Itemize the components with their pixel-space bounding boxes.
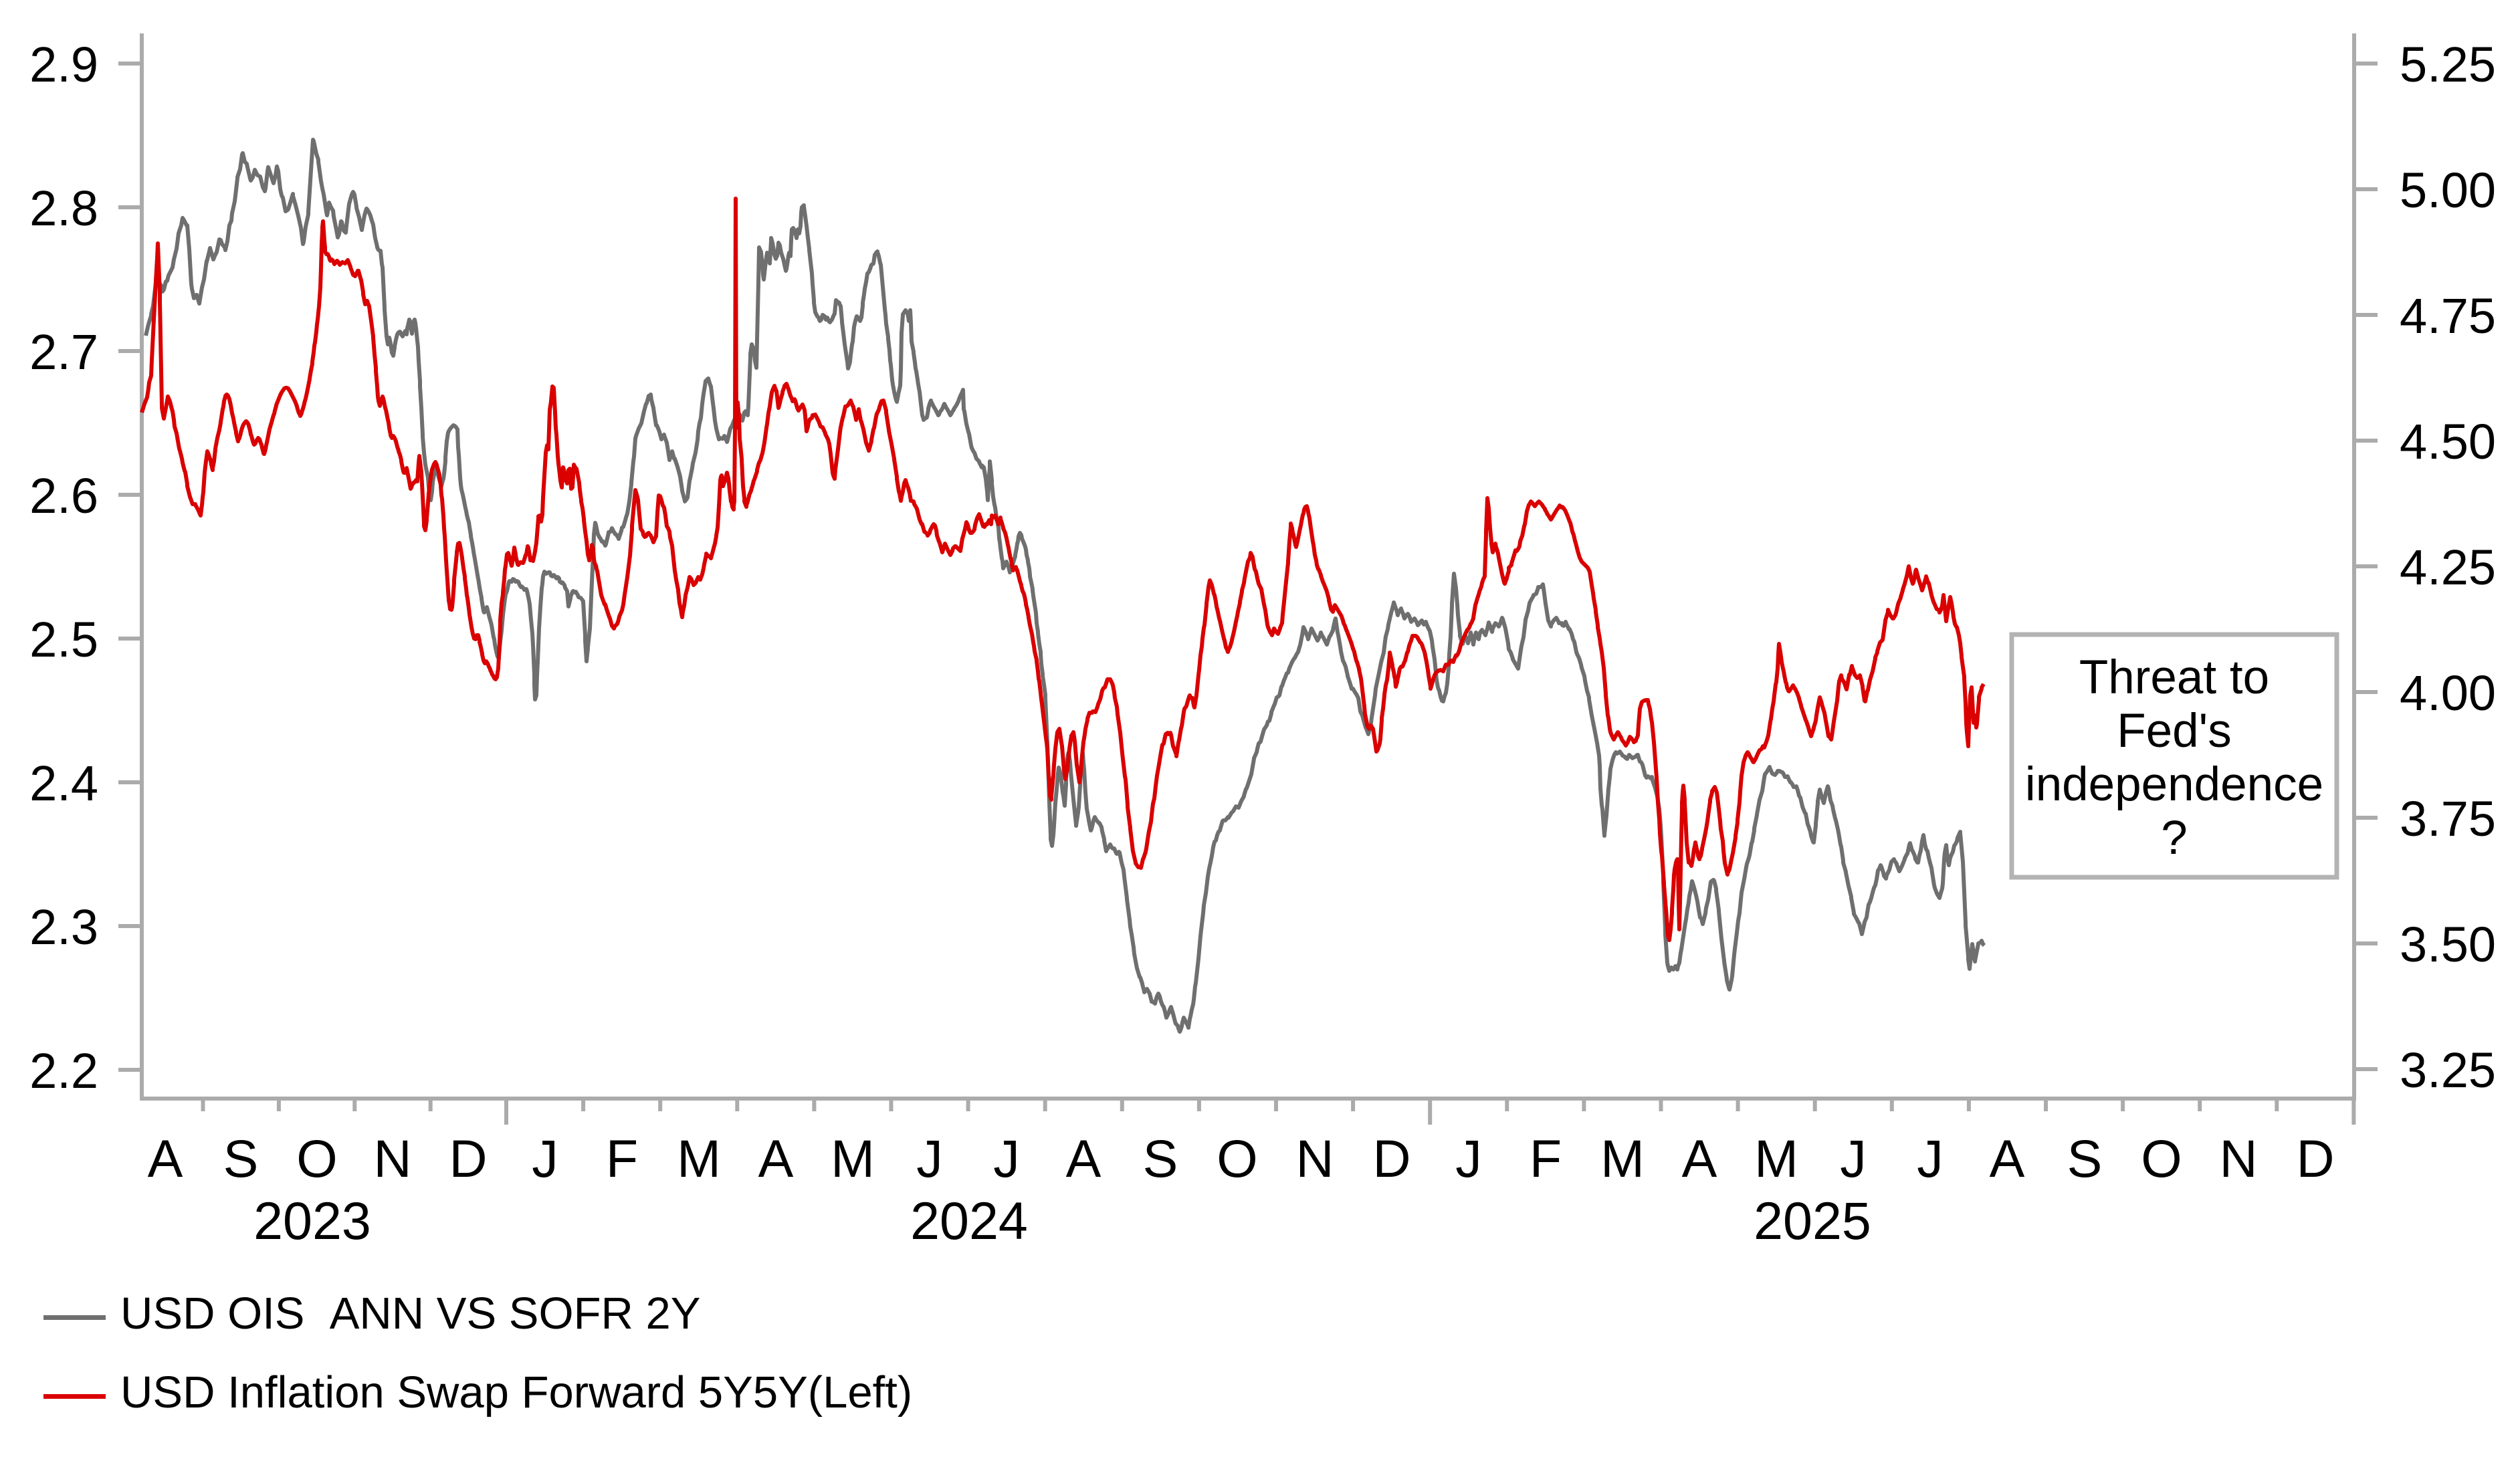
svg-text:2.7: 2.7 [29,324,98,380]
svg-text:A: A [1990,1129,2025,1188]
svg-text:2.9: 2.9 [29,37,98,92]
svg-text:J: J [532,1129,558,1188]
svg-text:F: F [606,1129,638,1188]
svg-text:USD Inflation Swap Forward 5Y5: USD Inflation Swap Forward 5Y5Y(Left) [120,1367,912,1418]
svg-text:M: M [677,1129,721,1188]
svg-text:M: M [1754,1129,1798,1188]
svg-text:D: D [1372,1129,1410,1188]
svg-text:4.00: 4.00 [2400,665,2496,721]
svg-text:A: A [148,1129,183,1188]
svg-text:M: M [831,1129,875,1188]
svg-text:J: J [916,1129,943,1188]
svg-text:5.00: 5.00 [2400,162,2496,218]
svg-text:3.50: 3.50 [2400,917,2496,972]
svg-text:Threat to: Threat to [2079,651,2269,704]
svg-text:N: N [373,1129,411,1188]
svg-text:2.4: 2.4 [29,756,98,811]
svg-text:2.5: 2.5 [29,612,98,667]
svg-text:2024: 2024 [910,1191,1028,1250]
svg-text:N: N [1295,1129,1334,1188]
svg-text:4.75: 4.75 [2400,288,2496,344]
svg-text:O: O [1217,1129,1257,1188]
svg-text:N: N [2219,1129,2257,1188]
svg-text:J: J [993,1129,1020,1188]
svg-text:F: F [1530,1129,1562,1188]
svg-text:2.3: 2.3 [29,899,98,955]
svg-text:M: M [1600,1129,1645,1188]
svg-text:J: J [1840,1129,1867,1188]
svg-text:S: S [2067,1129,2103,1188]
svg-text:A: A [758,1129,794,1188]
svg-text:?: ? [2161,812,2188,865]
svg-text:A: A [1066,1129,1101,1188]
svg-text:4.50: 4.50 [2400,414,2496,469]
svg-text:2.8: 2.8 [29,181,98,236]
svg-text:A: A [1682,1129,1717,1188]
svg-text:S: S [223,1129,259,1188]
svg-text:D: D [2296,1129,2334,1188]
svg-text:2.6: 2.6 [29,468,98,524]
svg-text:3.25: 3.25 [2400,1042,2496,1098]
svg-text:D: D [449,1129,487,1188]
svg-text:S: S [1143,1129,1178,1188]
svg-text:J: J [1455,1129,1482,1188]
svg-text:Fed's: Fed's [2117,705,2231,758]
svg-text:O: O [296,1129,337,1188]
svg-text:J: J [1917,1129,1944,1188]
svg-text:2023: 2023 [253,1191,371,1250]
svg-text:independence: independence [2025,758,2323,811]
svg-text:O: O [2141,1129,2182,1188]
svg-text:2025: 2025 [1754,1191,1871,1250]
svg-text:USD OIS ANN VS SOFR 2Y: USD OIS ANN VS SOFR 2Y [120,1288,700,1339]
svg-text:5.25: 5.25 [2400,37,2496,92]
svg-text:4.25: 4.25 [2400,540,2496,595]
svg-text:3.75: 3.75 [2400,791,2496,846]
svg-text:2.2: 2.2 [29,1043,98,1099]
